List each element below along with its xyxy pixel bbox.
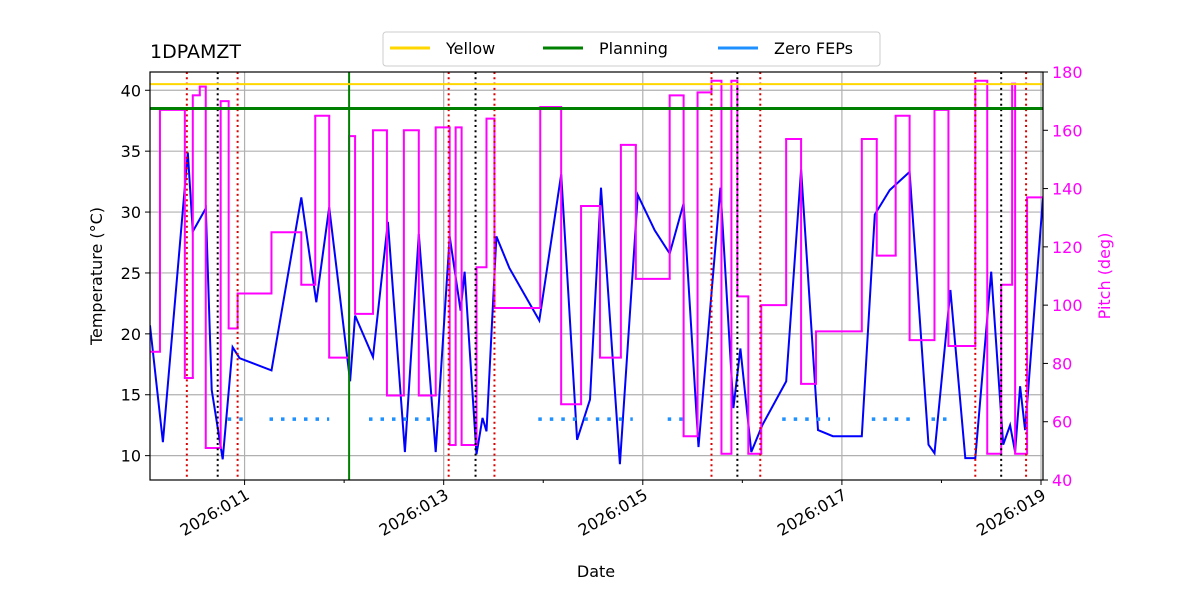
legend-box <box>382 31 881 67</box>
plot-area <box>150 72 1043 480</box>
y2-tick-label: 140 <box>1052 180 1083 199</box>
y-tick-label: 10 <box>121 447 141 466</box>
x-tick-label: 2026:019 <box>973 485 1049 540</box>
x-axis-label: Date <box>577 562 615 581</box>
y2-tick-label: 40 <box>1052 471 1072 490</box>
y2-tick-label: 80 <box>1052 354 1072 373</box>
legend-label: Zero FEPs <box>774 39 853 58</box>
y2-tick-label: 60 <box>1052 413 1072 432</box>
legend-label: Yellow <box>445 39 495 58</box>
temperature-line <box>150 152 1043 465</box>
plot-frame <box>149 71 1044 481</box>
y2-axis-label: Pitch (deg) <box>1095 233 1114 320</box>
y2-tick-label: 160 <box>1052 121 1083 140</box>
y2-tick-label: 120 <box>1052 238 1083 257</box>
legend-label: Planning <box>599 39 668 58</box>
x-tick-label: 2026:013 <box>376 485 452 540</box>
y-tick-label: 25 <box>121 264 141 283</box>
y-tick-label: 40 <box>121 81 141 100</box>
x-tick-label: 2026:011 <box>177 485 253 540</box>
x-tick-label: 2026:017 <box>774 485 850 540</box>
y-tick-label: 15 <box>121 386 141 405</box>
x-tick-label: 2026:015 <box>575 485 651 540</box>
y-tick-label: 20 <box>121 325 141 344</box>
y2-tick-label: 100 <box>1052 296 1083 315</box>
y-axis-label: Temperature (°C) <box>87 207 106 346</box>
y2-tick-label: 180 <box>1052 63 1083 82</box>
y-tick-label: 30 <box>121 203 141 222</box>
chart-title: 1DPAMZT <box>150 41 241 63</box>
y-tick-label: 35 <box>121 142 141 161</box>
